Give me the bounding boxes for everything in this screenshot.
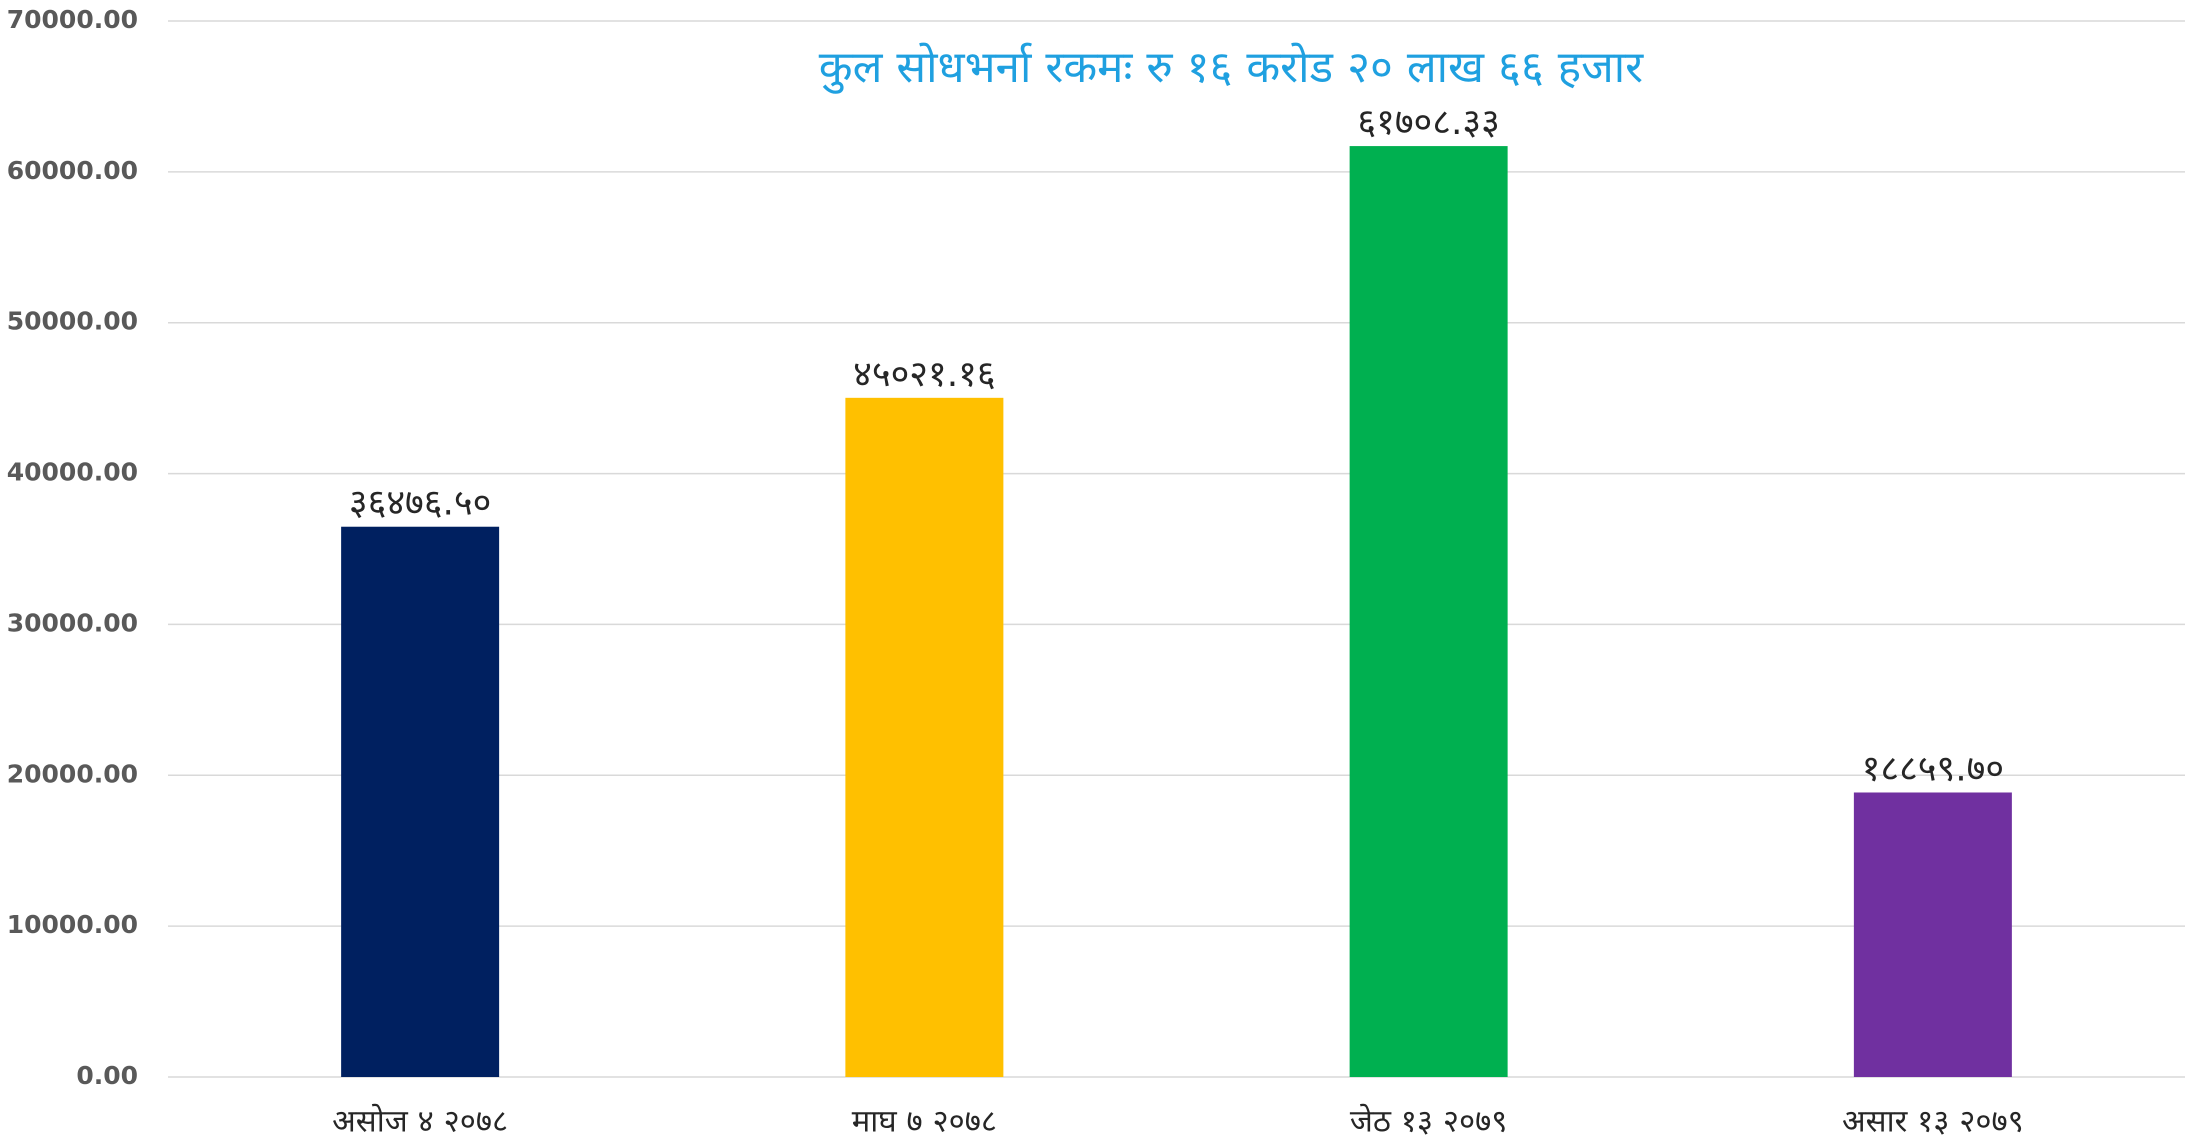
x-tick-label: जेठ १३ २०७९ <box>1350 1104 1507 1139</box>
value-label: ४५०२१.१६ <box>853 354 995 395</box>
y-tick-label: 50000.00 <box>7 307 138 336</box>
chart-title: कुल सोधभर्ना रकमः रु १६ करोड २० लाख ६६ ह… <box>819 42 1644 94</box>
x-tick-label: असार १३ २०७९ <box>1842 1104 2024 1139</box>
bar <box>1349 146 1508 1078</box>
y-tick-label: 60000.00 <box>7 156 138 185</box>
y-tick-label: 0.00 <box>76 1061 138 1090</box>
bar <box>341 526 500 1077</box>
value-label: १८८५९.७० <box>1862 748 2004 789</box>
x-tick-label: असोज ४ २०७८ <box>332 1104 508 1139</box>
bar <box>845 397 1004 1078</box>
y-tick-label: 20000.00 <box>7 759 138 788</box>
bar <box>1853 792 2012 1077</box>
y-tick-label: 30000.00 <box>7 608 138 637</box>
y-tick-label: 70000.00 <box>7 5 138 34</box>
y-tick-label: 40000.00 <box>7 458 138 487</box>
y-tick-label: 10000.00 <box>7 910 138 939</box>
value-label: ६१७०८.३३ <box>1357 102 1499 143</box>
x-tick-label: माघ ७ २०७८ <box>852 1104 997 1139</box>
value-label: ३६४७६.५० <box>349 483 491 524</box>
